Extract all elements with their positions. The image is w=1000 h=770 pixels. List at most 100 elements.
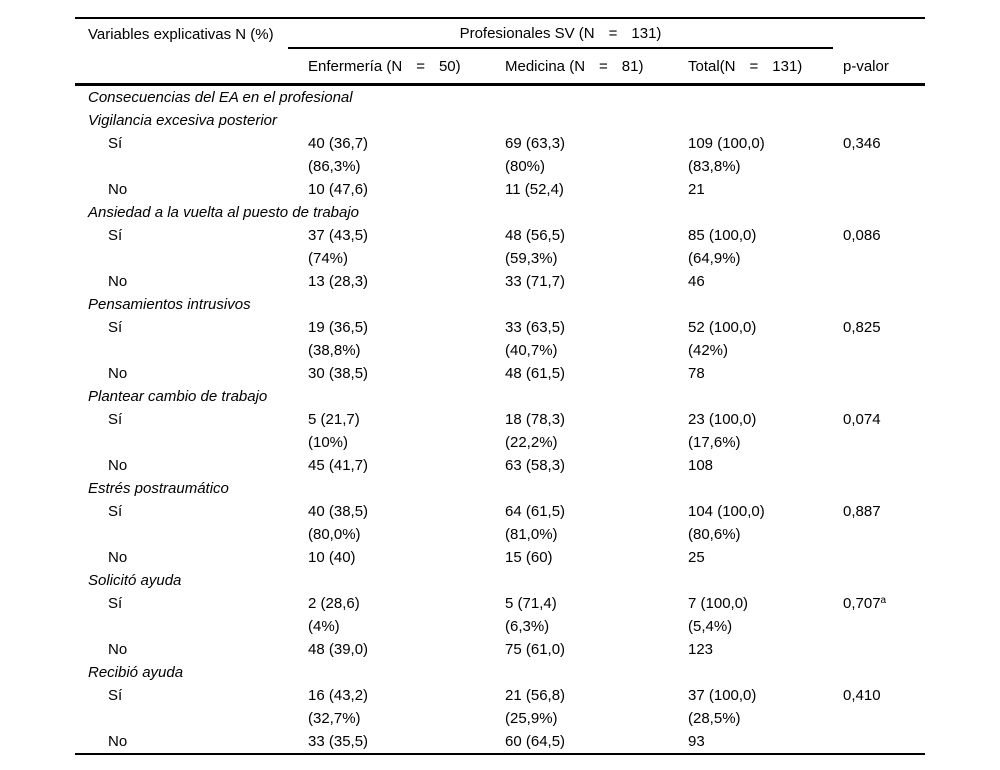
column-header-total: Total(N = 131) (688, 49, 843, 83)
cell-variable: Sí (108, 319, 123, 336)
cell-variable: No (108, 273, 128, 290)
table-row: (4%) (6,3%) (5,4%) (75, 615, 925, 638)
cell-variable: Consecuencias del EA en el profesional (88, 89, 353, 106)
column-header-medicina: Medicina (N = 81) (505, 49, 688, 83)
cell-p-valor (843, 431, 925, 454)
cell-total: 123 (688, 641, 714, 658)
cell-enfermeria: 5 (21,7) (308, 411, 360, 428)
cell-medicina: 64 (61,5) (505, 503, 566, 520)
cell-medicina: 33 (63,5) (505, 319, 566, 336)
subheader-n: 50) (438, 57, 461, 75)
table-row: No 33 (35,5) 60 (64,5) 93 (75, 730, 925, 753)
table-header: Variables explicativas N (%) Profesional… (75, 17, 925, 86)
cell-total: 109 (100,0) (688, 135, 765, 152)
cell-enfermeria: 37 (43,5) (308, 227, 369, 244)
cell-p-valor (843, 178, 925, 201)
subheader-spacer (75, 49, 308, 83)
table-row: No 30 (38,5) 48 (61,5) 78 (75, 362, 925, 385)
table-row: Vigilancia excesiva posterior (75, 109, 925, 132)
subheader-label: Enfermería (N (308, 57, 403, 75)
cell-total: 37 (100,0) (688, 687, 757, 704)
cell-variable: Sí (108, 595, 123, 612)
header-spacer (843, 19, 925, 49)
cell-total: 108 (688, 457, 714, 474)
cell-enfermeria: 40 (38,5) (308, 503, 369, 520)
cell-medicina: 48 (56,5) (505, 227, 566, 244)
cell-total: 25 (688, 549, 705, 566)
cell-variable (75, 339, 308, 362)
cell-medicina: 48 (61,5) (505, 365, 566, 382)
cell-total: (17,6%) (688, 434, 741, 451)
cell-p-valor: 0,887 (843, 500, 925, 523)
cell-p-valor (843, 247, 925, 270)
table-row: Consecuencias del EA en el profesional (75, 86, 925, 109)
subheader-n: 81) (621, 57, 644, 75)
cell-p-valor: 0,346 (843, 132, 925, 155)
cell-enfermeria: 10 (47,6) (308, 181, 369, 198)
cell-variable: No (108, 457, 128, 474)
cell-variable: Estrés postraumático (88, 480, 229, 497)
table-row: Sí 37 (43,5) 48 (56,5) 85 (100,0) 0,086 (75, 224, 925, 247)
cell-total: 104 (100,0) (688, 503, 765, 520)
cell-total: (28,5%) (688, 710, 741, 727)
spanner-profesionales-sv: Profesionales SV (N = 131) (288, 19, 833, 49)
cell-variable: Solicitó ayuda (88, 572, 182, 589)
cell-total: 85 (100,0) (688, 227, 757, 244)
table-row: No 10 (47,6) 11 (52,4) 21 (75, 178, 925, 201)
table-row: (10%) (22,2%) (17,6%) (75, 431, 925, 454)
cell-enfermeria: 16 (43,2) (308, 687, 369, 704)
footnote-marker: a (880, 594, 887, 606)
p-value: 0,410 (843, 687, 881, 704)
cell-p-valor: 0,074 (843, 408, 925, 431)
table-row: (86,3%) (80%) (83,8%) (75, 155, 925, 178)
cell-enfermeria: 45 (41,7) (308, 457, 369, 474)
subheader-equals: = (599, 57, 608, 75)
header-row-sub: Enfermería (N = 50) Medicina (N = 81) To… (75, 49, 925, 83)
cell-medicina: (40,7%) (505, 342, 558, 359)
cell-p-valor (843, 615, 925, 638)
cell-variable: Sí (108, 135, 123, 152)
cell-p-valor: 0,086 (843, 224, 925, 247)
cell-p-valor: 0,825 (843, 316, 925, 339)
cell-p-valor (843, 454, 925, 477)
cell-enfermeria: (74%) (308, 250, 349, 267)
spanner-label: Profesionales SV (N (459, 24, 595, 42)
table-row: No 10 (40) 15 (60) 25 (75, 546, 925, 569)
subheader-label: Medicina (N (505, 57, 586, 75)
cell-enfermeria: 48 (39,0) (308, 641, 369, 658)
p-value: 0,074 (843, 411, 881, 428)
table-row: (38,8%) (40,7%) (42%) (75, 339, 925, 362)
cell-p-valor (843, 638, 925, 661)
cell-medicina: 69 (63,3) (505, 135, 566, 152)
cell-enfermeria: (10%) (308, 434, 349, 451)
subheader-n: 131) (772, 57, 803, 75)
cell-enfermeria: 13 (28,3) (308, 273, 369, 290)
cell-p-valor (843, 523, 925, 546)
column-header-p-valor: p-valor (843, 57, 889, 75)
table-row: Ansiedad a la vuelta al puesto de trabaj… (75, 201, 925, 224)
cell-variable: No (108, 641, 128, 658)
cell-variable (75, 707, 308, 730)
table-row: Plantear cambio de trabajo (75, 385, 925, 408)
table-row: No 13 (28,3) 33 (71,7) 46 (75, 270, 925, 293)
cell-variable: Sí (108, 227, 123, 244)
table-row: (32,7%) (25,9%) (28,5%) (75, 707, 925, 730)
cell-medicina: 33 (71,7) (505, 273, 566, 290)
cell-medicina: 60 (64,5) (505, 733, 566, 750)
cell-total: 93 (688, 733, 705, 750)
cell-p-valor (843, 707, 925, 730)
cell-enfermeria: 10 (40) (308, 549, 356, 566)
table-row: Sí 19 (36,5) 33 (63,5) 52 (100,0) 0,825 (75, 316, 925, 339)
cell-medicina: (59,3%) (505, 250, 558, 267)
cell-variable: Recibió ayuda (88, 664, 184, 681)
cell-enfermeria: 40 (36,7) (308, 135, 369, 152)
cell-variable: Pensamientos intrusivos (88, 296, 251, 313)
cell-total: 23 (100,0) (688, 411, 757, 428)
cell-total: 78 (688, 365, 705, 382)
column-header-enfermeria: Enfermería (N = 50) (308, 49, 505, 83)
cell-medicina: (81,0%) (505, 526, 558, 543)
cell-total: 7 (100,0) (688, 595, 749, 612)
cell-enfermeria: (80,0%) (308, 526, 361, 543)
cell-medicina: 5 (71,4) (505, 595, 557, 612)
cell-p-valor (843, 270, 925, 293)
